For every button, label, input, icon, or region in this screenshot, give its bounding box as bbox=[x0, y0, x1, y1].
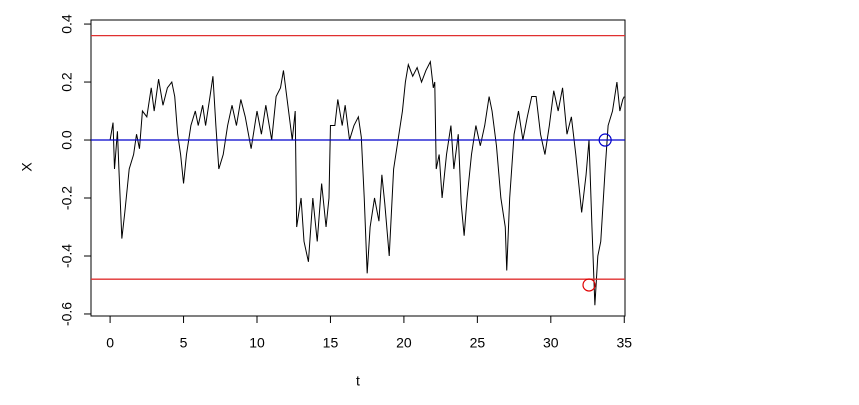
x-tick-label: 15 bbox=[323, 335, 339, 351]
x-tick-label: 35 bbox=[616, 335, 632, 351]
y-tick-label: -0.6 bbox=[59, 302, 75, 326]
x-tick-label: 25 bbox=[470, 335, 486, 351]
x-tick-label: 10 bbox=[249, 335, 265, 351]
y-tick-label: 0.4 bbox=[59, 14, 75, 34]
y-tick-label: -0.4 bbox=[59, 244, 75, 268]
y-axis-label: X bbox=[19, 162, 35, 172]
marker bbox=[598, 133, 612, 147]
x-tick-label: 5 bbox=[180, 335, 188, 351]
x-axis-label: t bbox=[356, 373, 360, 389]
x-tick-label: 0 bbox=[106, 335, 114, 351]
marker bbox=[582, 278, 596, 292]
plot-frame bbox=[90, 19, 626, 317]
x-tick-label: 30 bbox=[543, 335, 559, 351]
y-tick-label: -0.2 bbox=[59, 186, 75, 210]
y-tick-label: 0.0 bbox=[59, 130, 75, 150]
data-line bbox=[109, 60, 625, 306]
x-tick-label: 20 bbox=[396, 335, 412, 351]
y-tick-label: 0.2 bbox=[59, 72, 75, 92]
